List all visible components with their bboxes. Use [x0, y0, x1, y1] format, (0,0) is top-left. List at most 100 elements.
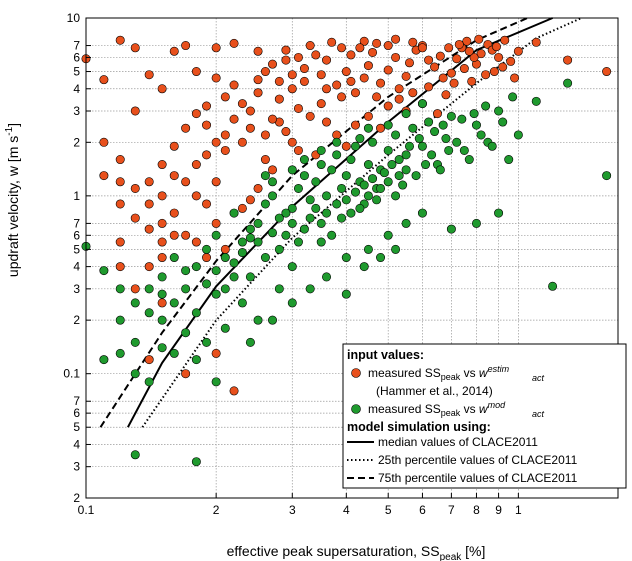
y-tick-label: 6	[73, 406, 80, 420]
point-mod	[401, 218, 411, 228]
point-mod	[305, 213, 315, 223]
point-mod	[287, 203, 297, 213]
y-tick-label: 6	[73, 50, 80, 64]
point-estim	[432, 109, 442, 119]
legend-marker-mod	[351, 404, 361, 414]
point-estim	[181, 177, 191, 187]
point-mod	[245, 337, 255, 347]
point-estim	[130, 106, 140, 116]
point-estim	[481, 70, 491, 80]
point-estim	[229, 38, 239, 48]
point-estim	[144, 177, 154, 187]
point-estim	[130, 213, 140, 223]
point-mod	[430, 127, 440, 137]
data-points	[81, 34, 612, 467]
point-estim	[363, 61, 373, 71]
point-estim	[202, 253, 212, 263]
point-estim	[372, 92, 382, 102]
point-estim	[372, 38, 382, 48]
point-mod	[237, 298, 247, 308]
x-axis-label-unit: [%]	[461, 543, 485, 559]
point-estim	[408, 37, 418, 47]
point-mod	[253, 218, 263, 228]
point-mod	[181, 284, 191, 294]
point-estim	[220, 130, 230, 140]
point-mod	[144, 377, 154, 387]
point-estim	[327, 37, 337, 47]
point-estim	[293, 103, 303, 113]
point-mod	[387, 160, 397, 170]
point-estim	[191, 109, 201, 119]
point-estim	[359, 36, 369, 46]
point-estim	[181, 123, 191, 133]
legend-estim-pre: measured SS	[368, 366, 441, 380]
point-estim	[563, 55, 573, 65]
point-estim	[274, 76, 284, 86]
point-mod	[211, 266, 221, 276]
point-mod	[316, 145, 326, 155]
x-tick-label: 0.1	[78, 503, 95, 517]
legend-text-median: median values of CLACE2011	[378, 435, 538, 449]
point-estim	[391, 34, 401, 44]
legend-estim-sup: estim	[488, 364, 510, 374]
point-estim	[462, 36, 472, 46]
point-estim	[476, 49, 486, 59]
point-estim	[430, 62, 440, 72]
point-mod	[368, 137, 378, 147]
point-mod	[260, 253, 270, 263]
point-mod	[508, 92, 518, 102]
y-tick-label: 6	[73, 228, 80, 242]
point-estim	[359, 73, 369, 83]
point-estim	[202, 120, 212, 130]
point-mod	[469, 109, 479, 119]
y-tick-label: 1	[73, 189, 80, 203]
point-estim	[383, 101, 393, 111]
y-tick-label: 4	[73, 82, 80, 96]
legend-mod-mid: vs	[460, 402, 479, 416]
point-estim	[444, 43, 454, 53]
legend: input values: measured SSpeak vs westima…	[342, 343, 627, 489]
legend-heading-input: input values:	[347, 348, 424, 362]
point-estim	[316, 99, 326, 109]
point-mod	[481, 101, 491, 111]
y-tick-label: 2	[73, 313, 80, 327]
point-estim	[211, 218, 221, 228]
point-mod	[408, 123, 418, 133]
point-mod	[202, 244, 212, 254]
point-mod	[494, 208, 504, 218]
point-mod	[363, 123, 373, 133]
point-mod	[245, 224, 255, 234]
point-mod	[337, 183, 347, 193]
point-estim	[449, 78, 459, 88]
y-tick-label: 0.1	[63, 367, 80, 381]
point-mod	[417, 99, 427, 109]
point-estim	[287, 70, 297, 80]
point-mod	[411, 171, 421, 181]
point-estim	[602, 67, 612, 77]
point-mod	[341, 171, 351, 181]
point-estim	[281, 127, 291, 137]
point-estim	[322, 55, 332, 65]
point-estim	[469, 52, 479, 62]
point-estim	[293, 145, 303, 155]
point-mod	[471, 120, 481, 130]
point-mod	[359, 180, 369, 190]
point-estim	[157, 84, 167, 94]
point-estim	[404, 58, 414, 68]
legend-heading-model: model simulation using:	[347, 420, 491, 434]
point-estim	[169, 46, 179, 56]
point-estim	[260, 155, 270, 165]
point-mod	[115, 348, 125, 358]
legend-entry-estim: measured SSpeak vs westim act	[368, 364, 545, 383]
point-mod	[202, 337, 212, 347]
point-mod	[130, 369, 140, 379]
point-estim	[363, 111, 373, 121]
point-estim	[454, 39, 464, 49]
point-mod	[401, 150, 411, 160]
point-estim	[350, 88, 360, 98]
point-estim	[220, 145, 230, 155]
point-estim	[305, 41, 315, 51]
point-mod	[322, 208, 332, 218]
point-estim	[157, 237, 167, 247]
